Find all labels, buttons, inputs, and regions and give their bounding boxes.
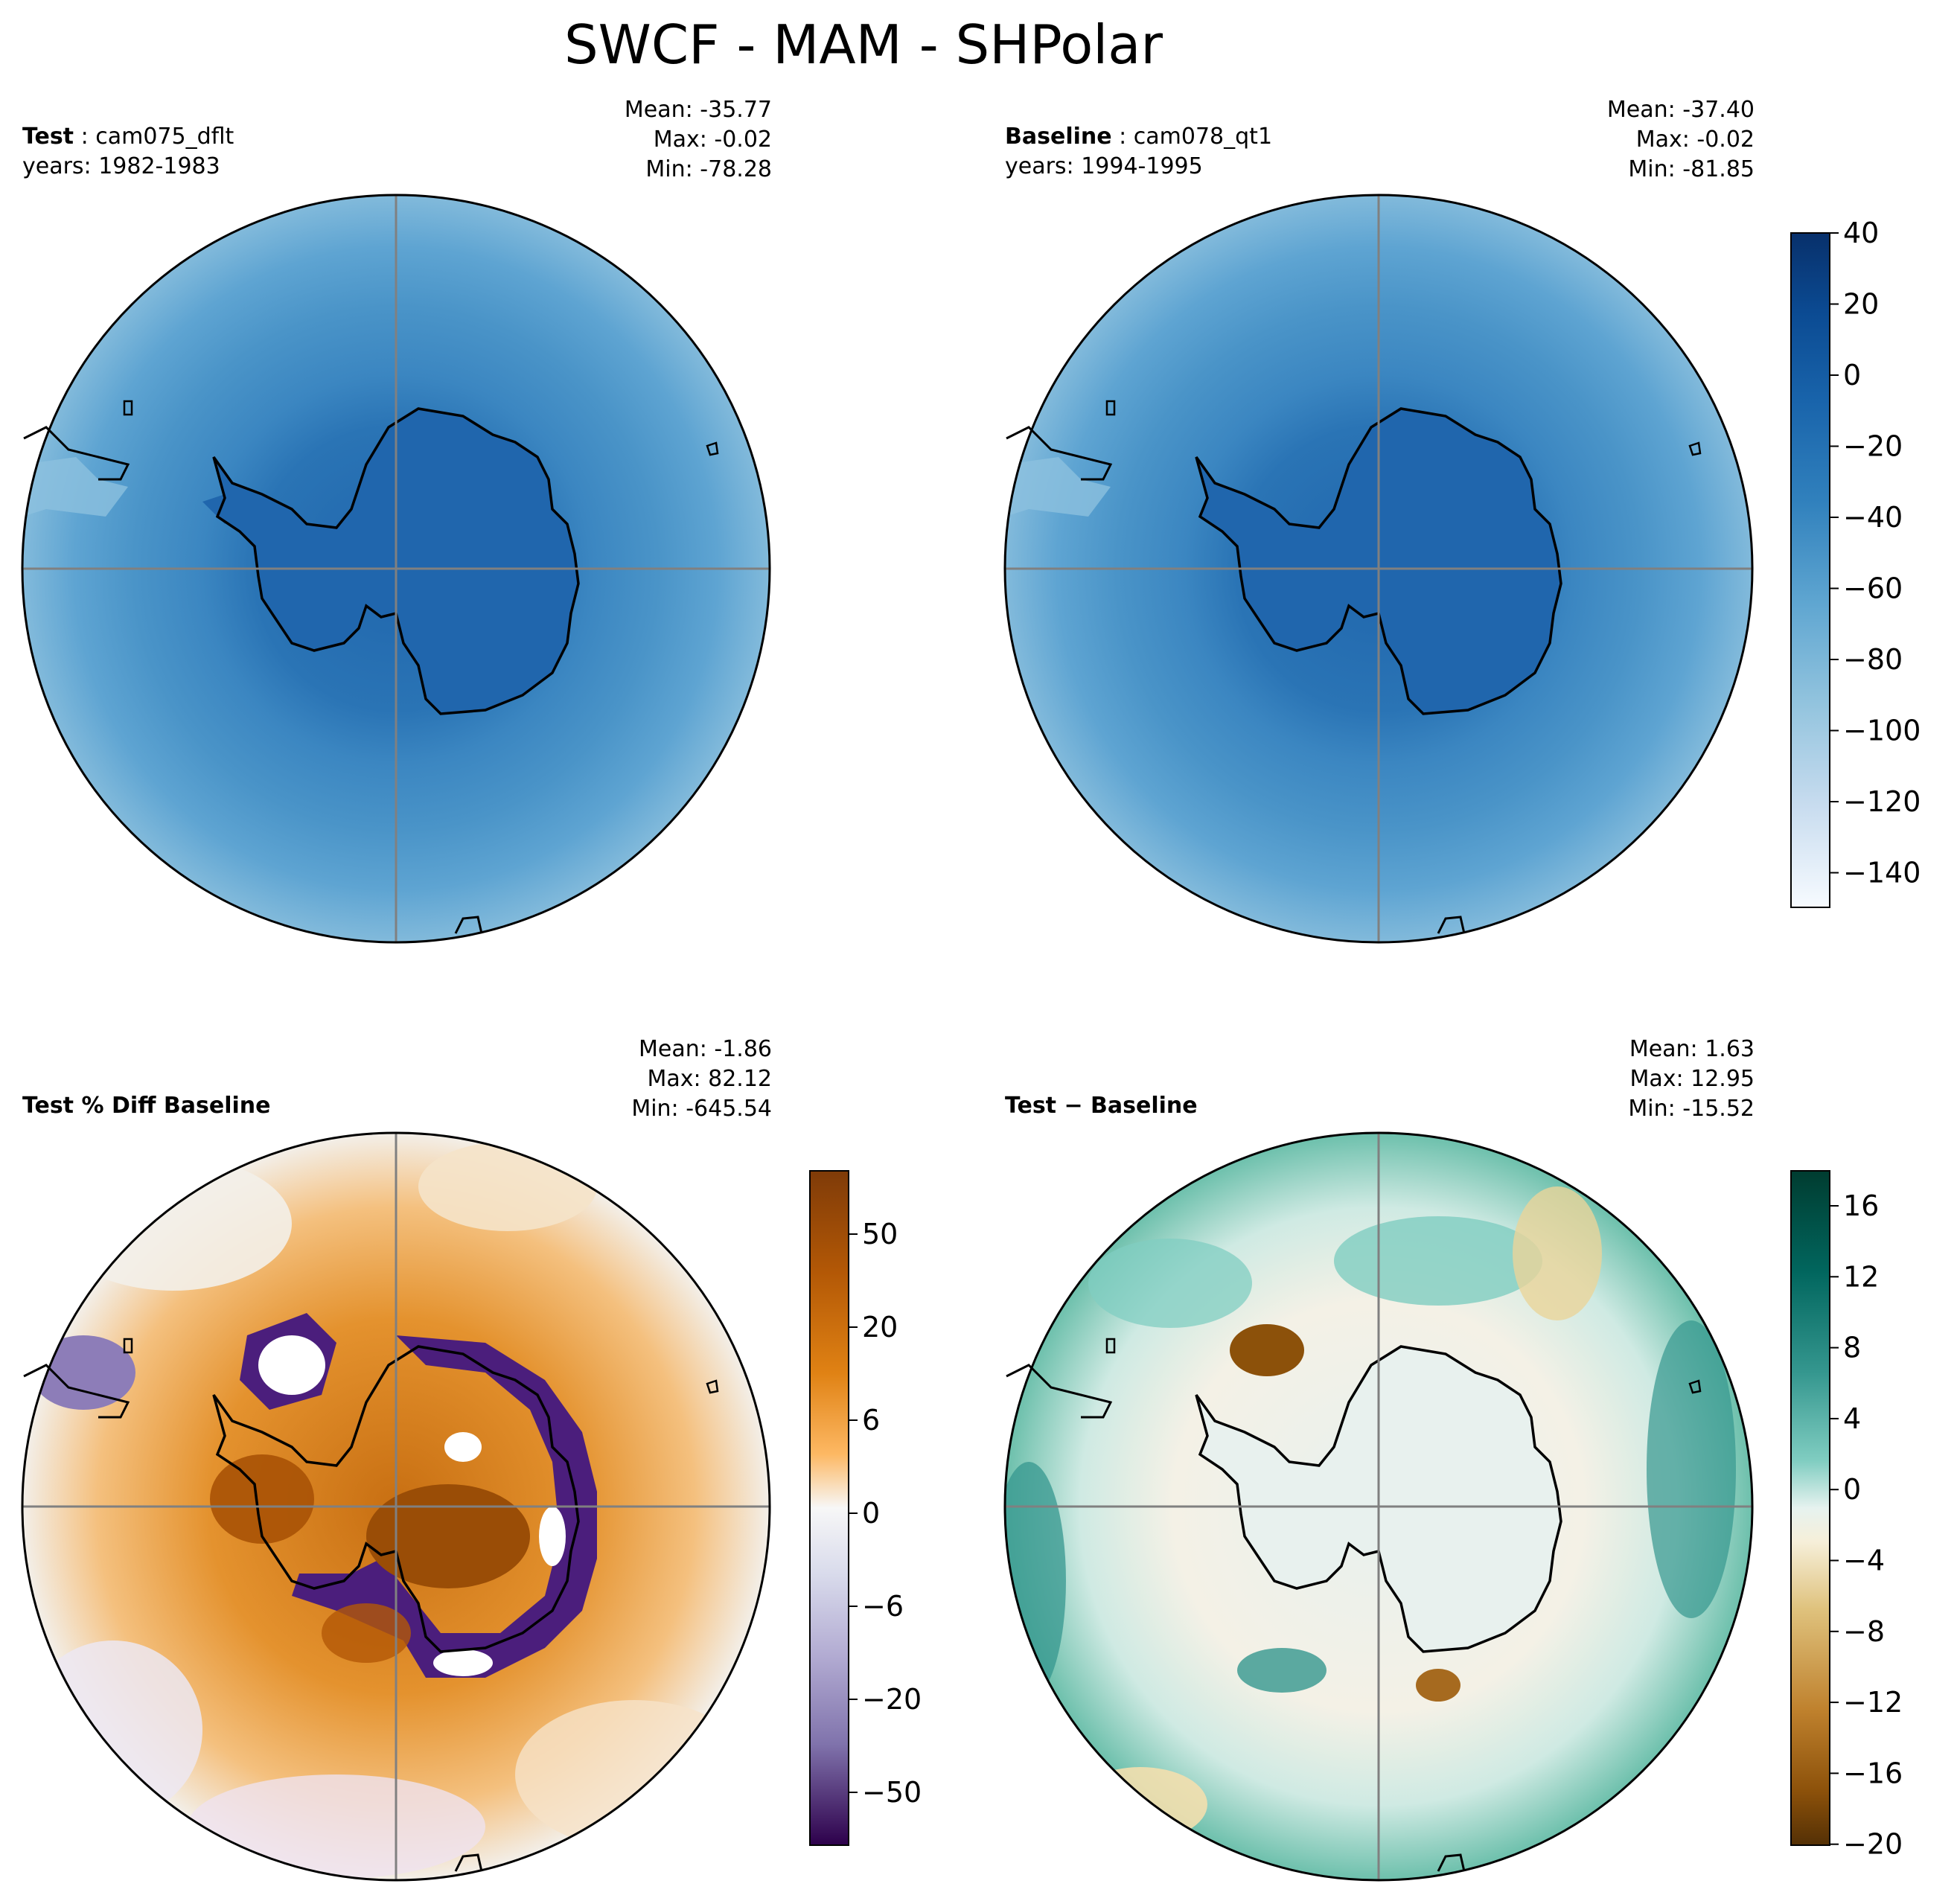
pctdiff-max: Max: 82.12	[647, 1066, 772, 1092]
pctdiff-min: Min: -645.54	[631, 1096, 772, 1122]
baseline-label: Baseline	[1005, 124, 1112, 150]
colorbar-diff-tick-label: −16	[1843, 1757, 1903, 1789]
pctdiff-mean: Mean: -1.86	[638, 1036, 772, 1062]
colorbar-main-tick-label: −40	[1843, 501, 1903, 534]
colorbar-pctdiff-tick-label: 6	[862, 1404, 880, 1437]
colorbar-diff-tick-label: −20	[1843, 1828, 1903, 1861]
test-mean: Mean: -35.77	[624, 97, 772, 123]
diff-max: Max: 12.95	[1629, 1066, 1755, 1092]
test-map	[21, 194, 771, 944]
colorbar-main-tick-label: −20	[1843, 430, 1903, 463]
colorbar-pctdiff-tick-label: −6	[862, 1590, 904, 1623]
colorbar-diff-tick-label: −8	[1843, 1615, 1885, 1648]
baseline-stats: Mean: -37.40 Max: -0.02 Min: -81.85	[1607, 95, 1755, 185]
pctdiff-map	[21, 1131, 771, 1882]
diff-mean: Mean: 1.63	[1629, 1036, 1755, 1062]
colorbar-pctdiff-tick-label: 20	[862, 1311, 898, 1344]
diff-stats: Mean: 1.63 Max: 12.95 Min: -15.52	[1628, 1035, 1755, 1124]
colorbar-diff-tick-label: −4	[1843, 1544, 1885, 1577]
test-label: Test	[22, 124, 74, 150]
baseline-max: Max: -0.02	[1635, 127, 1755, 153]
baseline-case: cam078_qt1	[1133, 124, 1273, 150]
colorbar-main-tick-label: −80	[1843, 643, 1903, 676]
colorbar-diff: 16 12 8 4 0 −4 −8 −12 −16 −20	[1790, 1170, 1903, 1861]
test-panel-title: Test : cam075_dflt years: 1982-1983	[22, 122, 234, 182]
colorbar-diff-tick-label: 8	[1843, 1332, 1861, 1364]
colorbar-pctdiff-tick-label: −50	[862, 1776, 922, 1809]
baseline-min: Min: -81.85	[1628, 156, 1755, 182]
colorbar-main: 40 20 0 −20 −40 −60 −80 −100 −120 −140	[1790, 217, 1921, 908]
colorbar-pctdiff-tick-label: −20	[862, 1683, 922, 1716]
colorbar-pctdiff-tick-label: 0	[862, 1497, 880, 1530]
test-years: years: 1982-1983	[22, 153, 220, 179]
pctdiff-label: Test % Diff Baseline	[22, 1093, 271, 1119]
colorbar-diff-tick-label: 0	[1843, 1473, 1861, 1506]
test-min: Min: -78.28	[645, 156, 772, 182]
test-case: cam075_dflt	[95, 124, 234, 150]
baseline-years: years: 1994-1995	[1005, 153, 1203, 179]
figure-title: SWCF - MAM - SHPolar	[564, 13, 1163, 76]
baseline-mean: Mean: -37.40	[1606, 97, 1755, 123]
pctdiff-panel-title: Test % Diff Baseline	[22, 1091, 271, 1121]
colorbar-main-tick-label: −100	[1843, 715, 1921, 747]
colorbar-diff-tick-label: 12	[1843, 1260, 1879, 1293]
colorbar-main-tick-label: 40	[1843, 217, 1879, 249]
colorbar-pctdiff-tick-label: 50	[862, 1218, 898, 1250]
diff-label: Test − Baseline	[1005, 1093, 1198, 1119]
colorbar-diff-tick-label: 16	[1843, 1189, 1879, 1222]
test-max: Max: -0.02	[653, 127, 772, 153]
diff-map	[1003, 1131, 1754, 1882]
colorbar-main-tick-label: −140	[1843, 857, 1921, 889]
colorbar-pctdiff: 50 20 6 0 −6 −20 −50	[809, 1170, 922, 1846]
diff-panel-title: Test − Baseline	[1005, 1091, 1198, 1121]
test-stats: Mean: -35.77 Max: -0.02 Min: -78.28	[625, 95, 772, 185]
colorbar-main-tick-label: 0	[1843, 359, 1861, 392]
colorbar-main-tick-label: −60	[1843, 572, 1903, 605]
colorbar-main-tick-label: −120	[1843, 785, 1921, 818]
pctdiff-stats: Mean: -1.86 Max: 82.12 Min: -645.54	[631, 1035, 772, 1124]
diff-min: Min: -15.52	[1628, 1096, 1755, 1122]
colorbar-diff-tick-label: 4	[1843, 1402, 1861, 1435]
colorbar-diff-tick-label: −12	[1843, 1686, 1903, 1719]
colorbar-main-tick-label: 20	[1843, 288, 1879, 321]
baseline-panel-title: Baseline : cam078_qt1 years: 1994-1995	[1005, 122, 1272, 182]
baseline-map	[1003, 194, 1754, 944]
